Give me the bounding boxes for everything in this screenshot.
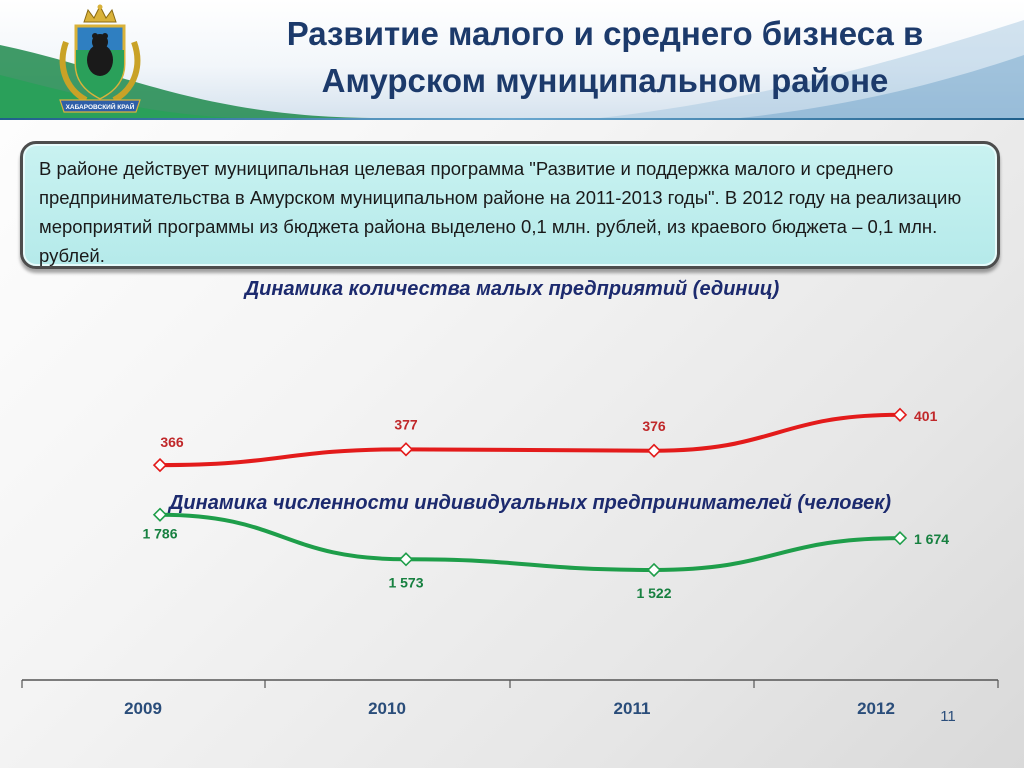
page-title: Развитие малого и среднего бизнеса в Аму… — [200, 10, 1010, 104]
x-tick-label-2010: 2010 — [368, 699, 406, 718]
x-tick-label-2009: 2009 — [124, 699, 162, 718]
data-point-entrepreneurs-2010 — [398, 552, 414, 567]
chart-title-small-enterprises: Динамика количества малых предприятий (е… — [244, 278, 780, 300]
data-label-small-enterprises-2012: 401 — [914, 408, 938, 424]
data-label-small-enterprises-2010: 377 — [394, 416, 418, 432]
program-info-box: В районе действует муниципальная целевая… — [20, 141, 1000, 269]
coat-of-arms-logo: ХАБАРОВСКИЙ КРАЙ — [59, 4, 141, 113]
data-label-small-enterprises-2009: 366 — [160, 434, 184, 450]
emblem-banner-text: ХАБАРОВСКИЙ КРАЙ — [66, 102, 135, 111]
data-label-entrepreneurs-2011: 1 522 — [636, 585, 671, 601]
data-point-small-enterprises-2010 — [398, 442, 414, 457]
header-banner: ХАБАРОВСКИЙ КРАЙ Развитие малого и средн… — [0, 0, 1024, 120]
data-point-entrepreneurs-2011 — [646, 562, 662, 578]
data-label-entrepreneurs-2010: 1 573 — [388, 574, 423, 590]
x-tick-label-2011: 2011 — [614, 699, 651, 718]
data-label-entrepreneurs-2012: 1 674 — [914, 531, 949, 547]
header-divider — [0, 118, 1024, 120]
title-line-2: Амурском муниципальном районе — [321, 62, 889, 99]
data-point-entrepreneurs-2012 — [892, 531, 908, 546]
program-info-text: В районе действует муниципальная целевая… — [39, 158, 962, 266]
chart-title-individual-entrepreneurs: Динамика численности индивидуальных пред… — [168, 492, 892, 514]
data-point-entrepreneurs-2009 — [152, 507, 168, 522]
series-line-entrepreneurs — [158, 512, 902, 572]
data-point-small-enterprises-2011 — [646, 443, 662, 458]
data-point-small-enterprises-2009 — [152, 457, 168, 473]
data-point-small-enterprises-2012 — [892, 407, 908, 422]
x-tick-label-2012: 2012 — [857, 699, 895, 718]
series-line-small-enterprises — [158, 412, 902, 468]
data-label-entrepreneurs-2009: 1 786 — [142, 526, 177, 542]
page-number: 11 — [940, 708, 956, 725]
title-line-1: Развитие малого и среднего бизнеса в — [286, 15, 924, 52]
data-label-small-enterprises-2011: 376 — [642, 418, 666, 434]
